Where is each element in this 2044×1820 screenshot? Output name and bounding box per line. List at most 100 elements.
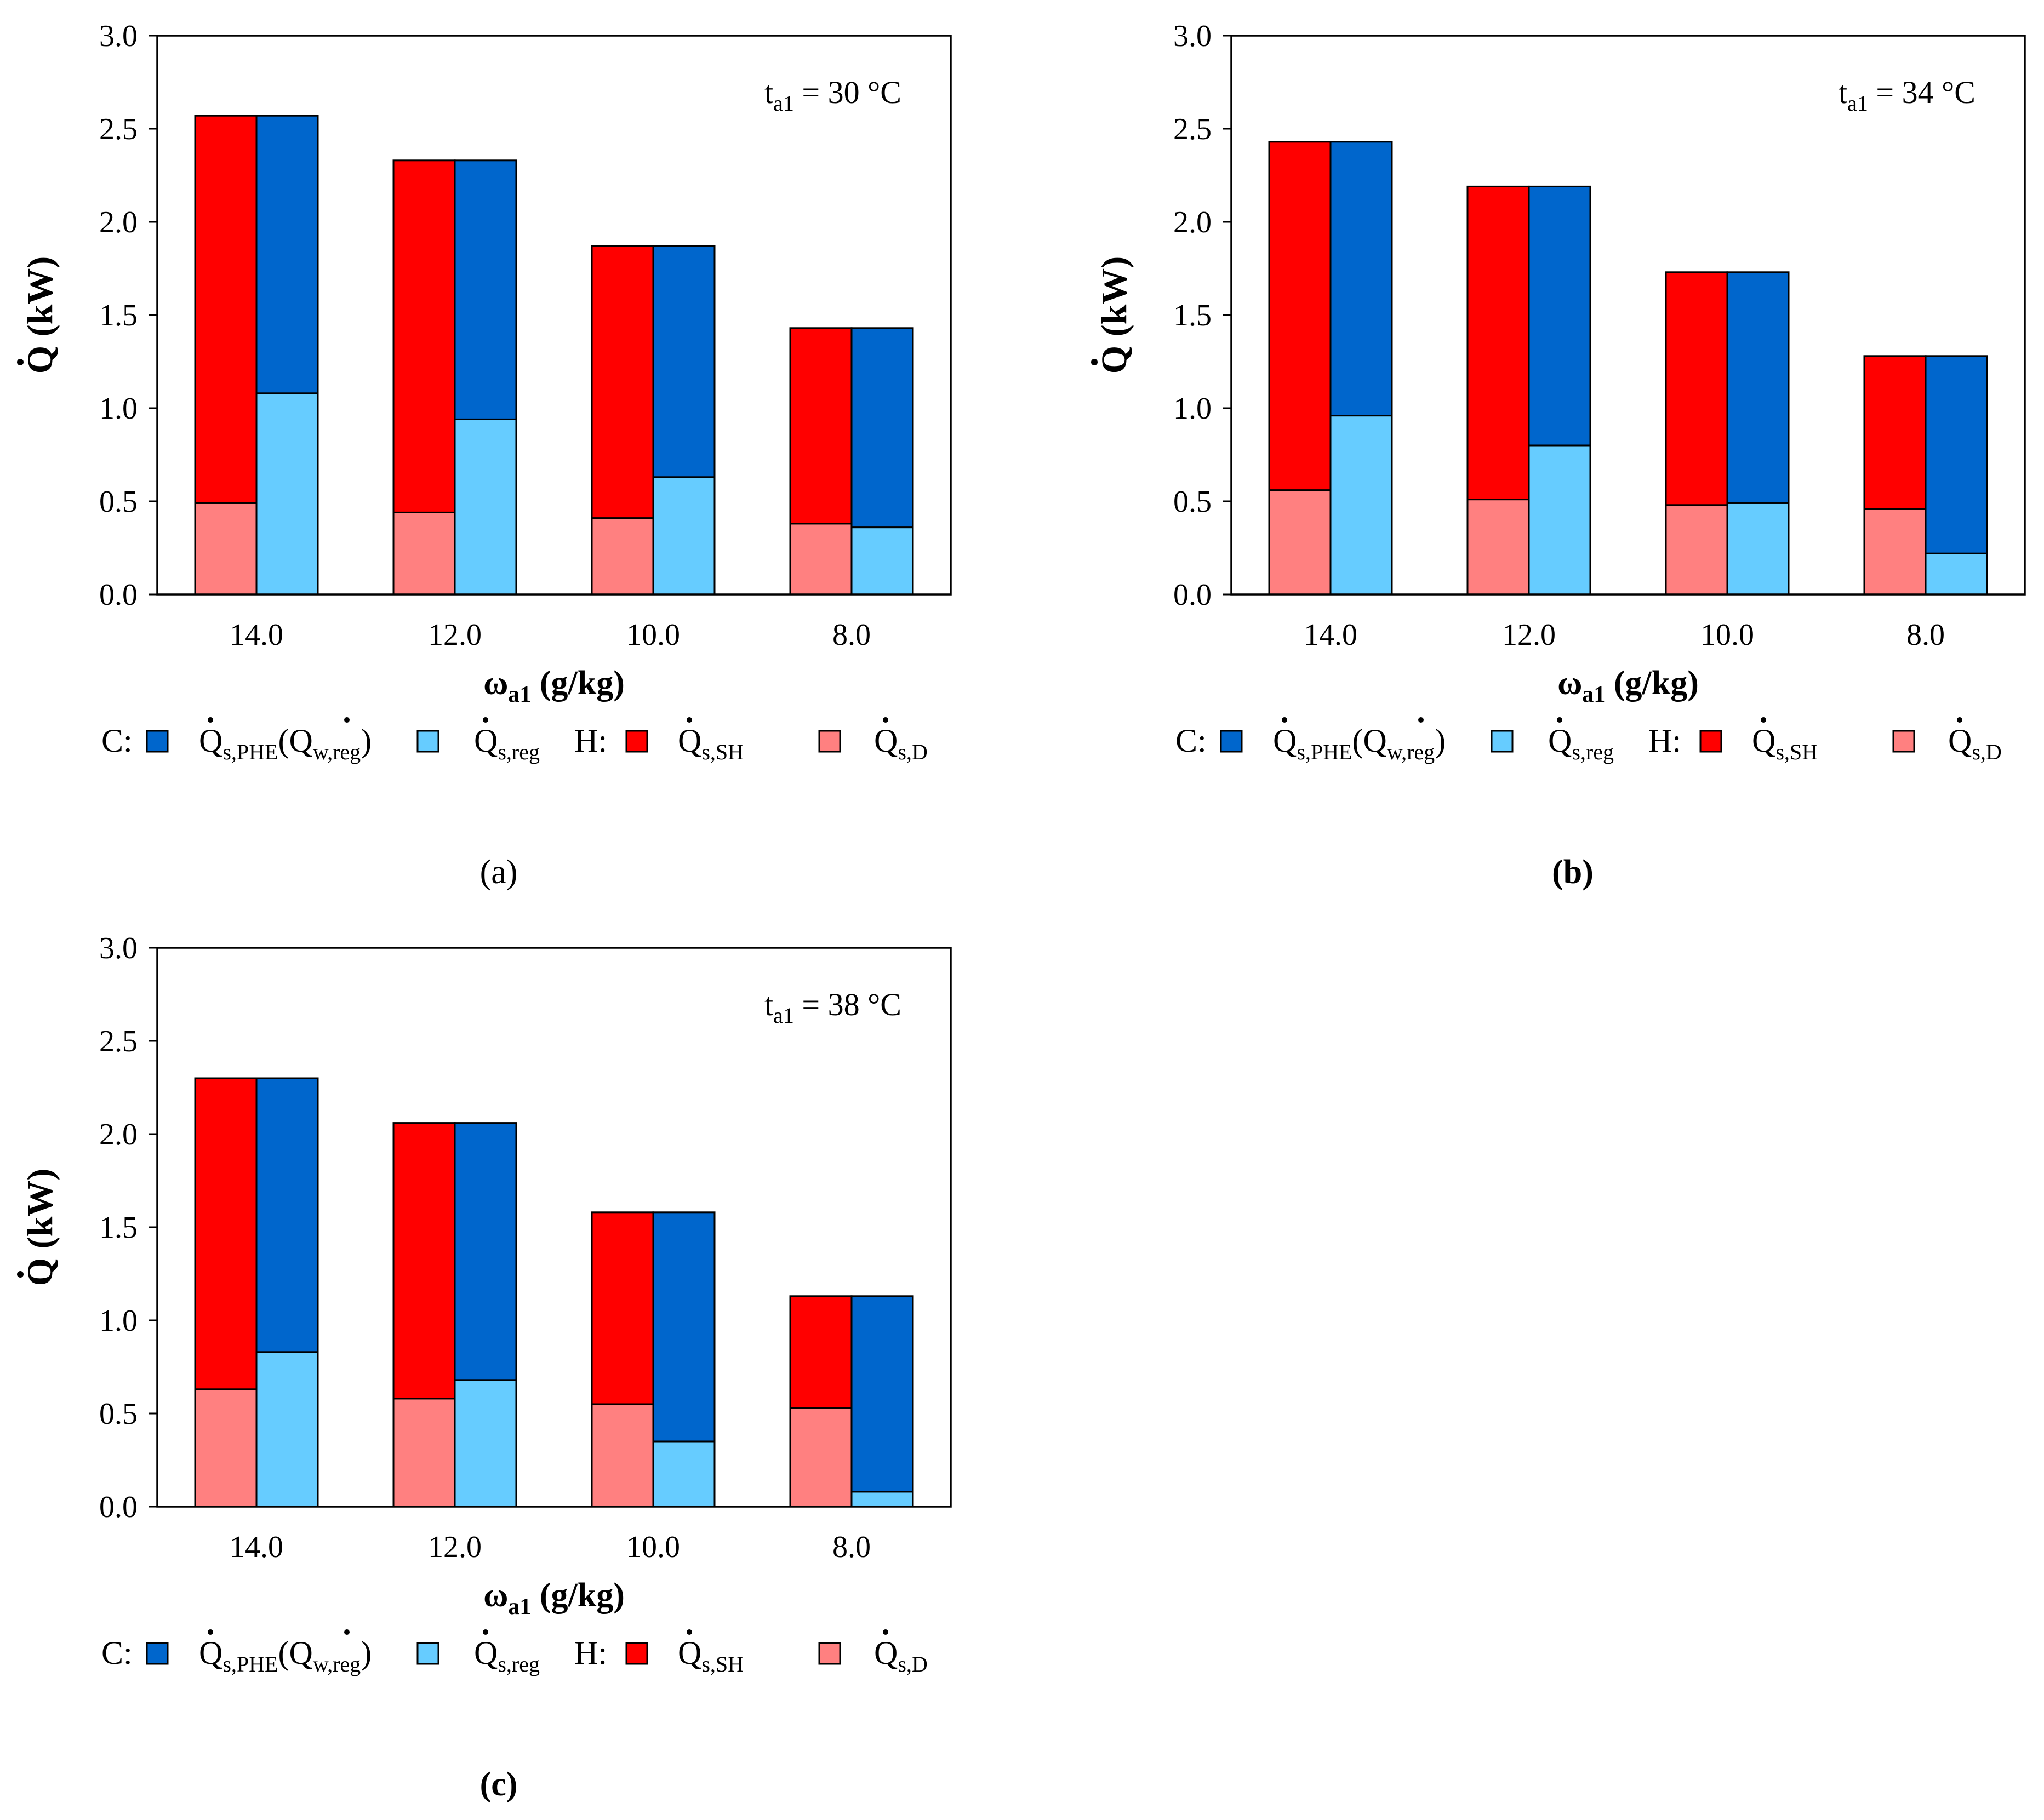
legend-swatch-qs-reg bbox=[416, 730, 439, 753]
x-tick-label: 14.0 bbox=[230, 1530, 283, 1564]
panel-label: (b) bbox=[1552, 854, 1594, 891]
legend-swatch-qs-sh bbox=[625, 730, 648, 753]
legend-swatch-qs-reg bbox=[416, 1642, 439, 1665]
bar-cooling-qs-phe-2 bbox=[454, 1122, 517, 1381]
bar-cooling-qs-reg-2 bbox=[1528, 444, 1591, 596]
bar-cooling-qs-phe-3 bbox=[652, 245, 716, 478]
legend-swatch-qs-reg bbox=[1491, 730, 1514, 753]
x-tick-label: 12.0 bbox=[428, 1530, 482, 1564]
bar-heating-qs-d-4 bbox=[1863, 508, 1927, 596]
bar-cooling-qs-phe-4 bbox=[850, 327, 914, 529]
bar-cooling-qs-reg-1 bbox=[1329, 415, 1393, 596]
legend-label-qs-sh: Qs,SH bbox=[678, 723, 744, 764]
y-tick-label: 2.0 bbox=[99, 205, 138, 239]
bar-cooling-qs-phe-4 bbox=[1925, 355, 1988, 554]
legend-cooling-prefix: C: bbox=[101, 1635, 133, 1671]
bar-heating-qs-d-2 bbox=[392, 1398, 456, 1508]
x-tick-label: 12.0 bbox=[428, 618, 482, 652]
legend-dot bbox=[1418, 717, 1424, 723]
y-axis-label-dot bbox=[1091, 359, 1098, 365]
bar-cooling-qs-phe-1 bbox=[255, 1077, 319, 1353]
y-tick-label: 2.5 bbox=[1173, 112, 1212, 146]
x-axis-label: ωa1 (g/kg) bbox=[1557, 665, 1699, 707]
y-tick-label: 0.5 bbox=[99, 1397, 138, 1431]
bar-heating-qs-sh-4 bbox=[789, 327, 853, 525]
legend-swatch-qs-d bbox=[1892, 730, 1915, 753]
bar-heating-qs-sh-2 bbox=[392, 159, 456, 513]
legend-dot bbox=[208, 1629, 213, 1635]
bar-cooling-qs-reg-2 bbox=[454, 418, 517, 596]
y-tick-label: 0.0 bbox=[99, 578, 138, 612]
bar-heating-qs-sh-1 bbox=[1268, 141, 1332, 491]
x-tick-label: 8.0 bbox=[832, 618, 871, 652]
y-axis-label: Q (kW) bbox=[1091, 256, 1134, 374]
x-axis-label: ωa1 (g/kg) bbox=[483, 1577, 625, 1619]
bar-heating-qs-d-3 bbox=[591, 517, 654, 596]
y-tick-label: 0.5 bbox=[1173, 485, 1212, 519]
y-tick-label: 0.0 bbox=[1173, 578, 1212, 612]
legend-swatch-qs-sh bbox=[1699, 730, 1722, 753]
bar-cooling-qs-reg-3 bbox=[652, 1440, 716, 1508]
legend-heating-prefix: H: bbox=[574, 723, 607, 759]
legend-label-qs-reg: Qs,reg bbox=[1548, 723, 1614, 764]
y-tick-label: 3.0 bbox=[99, 19, 138, 53]
x-tick-label: 8.0 bbox=[832, 1530, 871, 1564]
panel-label: (a) bbox=[480, 854, 518, 891]
panel-label: (c) bbox=[480, 1766, 518, 1803]
legend-label-qs-phe: Qs,PHE(Qw,reg) bbox=[199, 723, 372, 764]
y-tick-label: 1.5 bbox=[99, 299, 138, 333]
bar-cooling-qs-phe-3 bbox=[1726, 271, 1790, 504]
y-axis-label-text: Q (kW) bbox=[20, 1169, 60, 1286]
bar-cooling-qs-phe-4 bbox=[850, 1295, 914, 1493]
bar-cooling-qs-reg-1 bbox=[255, 392, 319, 596]
legend-swatch-qs-phe bbox=[146, 1642, 169, 1665]
legend-swatch-qs-sh bbox=[625, 1642, 648, 1665]
x-tick-label: 10.0 bbox=[626, 618, 680, 652]
y-tick-label: 0.5 bbox=[99, 485, 138, 519]
legend-label-qs-reg: Qs,reg bbox=[474, 1635, 540, 1676]
bar-cooling-qs-reg-3 bbox=[652, 476, 716, 596]
bar-heating-qs-d-4 bbox=[789, 523, 853, 596]
y-axis-label-dot bbox=[17, 359, 24, 365]
bar-heating-qs-sh-1 bbox=[194, 1077, 258, 1390]
bar-heating-qs-d-3 bbox=[1665, 504, 1728, 596]
y-tick-label: 2.0 bbox=[99, 1118, 138, 1152]
legend-label-qs-phe: Qs,PHE(Qw,reg) bbox=[199, 1635, 372, 1676]
legend-dot bbox=[687, 717, 692, 723]
legend: C: H: Qs,PHE(Qw,reg) Qs,reg Qs,SH Qs,D bbox=[1175, 717, 2002, 764]
legend-cooling-prefix: C: bbox=[101, 723, 133, 759]
bar-heating-qs-sh-1 bbox=[194, 115, 258, 504]
legend-dot bbox=[483, 717, 488, 723]
legend-swatch-qs-d bbox=[818, 730, 841, 753]
legend-label-qs-phe: Qs,PHE(Qw,reg) bbox=[1273, 723, 1446, 764]
legend-swatch-qs-d bbox=[818, 1642, 841, 1665]
legend: C: H: Qs,PHE(Qw,reg) Qs,reg Qs,SH Qs,D bbox=[101, 717, 928, 764]
legend-cooling-prefix: C: bbox=[1175, 723, 1207, 759]
bar-heating-qs-d-1 bbox=[194, 502, 258, 596]
legend-heating-prefix: H: bbox=[1648, 723, 1681, 759]
bar-cooling-qs-phe-3 bbox=[652, 1211, 716, 1443]
legend-swatch-qs-phe bbox=[146, 730, 169, 753]
legend-dot bbox=[1282, 717, 1287, 723]
y-tick-label: 1.5 bbox=[1173, 299, 1212, 333]
y-tick-label: 1.0 bbox=[1173, 392, 1212, 426]
bar-heating-qs-sh-3 bbox=[591, 245, 654, 519]
x-tick-label: 10.0 bbox=[1700, 618, 1754, 652]
chart-panel-3: 14.0 12.0 10.0 8.0 0.0 0.5 1.0 1.5 2.0 2.5 3.0 Q (k… bbox=[17, 931, 952, 1803]
legend-label-qs-d: Qs,D bbox=[874, 1635, 928, 1676]
temperature-annotation: ta1 = 34 °C bbox=[1839, 75, 1976, 116]
bar-heating-qs-d-4 bbox=[789, 1407, 853, 1508]
y-axis-label-text: Q (kW) bbox=[1094, 256, 1134, 374]
legend-dot bbox=[483, 1629, 488, 1635]
y-tick-label: 2.5 bbox=[99, 112, 138, 146]
legend-dot bbox=[1761, 717, 1766, 723]
y-tick-label: 2.5 bbox=[99, 1025, 138, 1058]
bar-cooling-qs-reg-4 bbox=[850, 526, 914, 596]
legend-label-qs-d: Qs,D bbox=[1948, 723, 2002, 764]
legend-dot bbox=[1957, 717, 1962, 723]
x-tick-label: 12.0 bbox=[1502, 618, 1556, 652]
bar-heating-qs-d-1 bbox=[194, 1388, 258, 1508]
x-tick-label: 10.0 bbox=[626, 1530, 680, 1564]
legend-label-qs-sh: Qs,SH bbox=[1752, 723, 1818, 764]
